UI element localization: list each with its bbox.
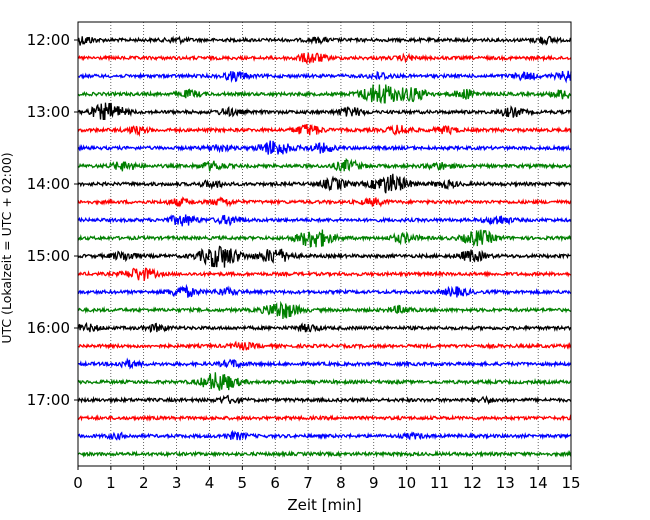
x-tick-label: 11 xyxy=(430,474,449,492)
traces xyxy=(77,35,572,459)
x-tick-label: 6 xyxy=(270,474,280,492)
x-tick-label: 7 xyxy=(303,474,313,492)
x-tick-label: 9 xyxy=(369,474,379,492)
trace-1345 xyxy=(77,157,572,172)
trace-1530 xyxy=(77,283,572,298)
x-tick-label: 14 xyxy=(529,474,548,492)
trace-1715 xyxy=(77,414,572,422)
trace-1400 xyxy=(77,173,572,194)
x-tick-label: 15 xyxy=(561,474,580,492)
y-axis: 12:00 13:00 14:00 15:00 16:00 17:00 xyxy=(27,31,78,409)
trace-1745 xyxy=(77,449,572,459)
y-tick-label: 16:00 xyxy=(27,319,70,337)
trace-1330 xyxy=(77,140,572,155)
plot-frame xyxy=(77,21,572,467)
trace-1245 xyxy=(77,84,572,105)
y-tick-label: 14:00 xyxy=(27,175,70,193)
x-tick-label: 10 xyxy=(397,474,416,492)
trace-1415 xyxy=(77,196,572,208)
x-tick-label: 1 xyxy=(106,474,116,492)
trace-1700 xyxy=(77,394,572,406)
trace-1430 xyxy=(77,214,572,227)
y-tick-label: 13:00 xyxy=(27,103,70,121)
trace-1645 xyxy=(77,372,572,391)
trace-1500 xyxy=(77,245,572,268)
trace-1515 xyxy=(77,267,572,282)
x-tick-label: 12 xyxy=(463,474,482,492)
trace-1630 xyxy=(77,357,572,370)
y-tick-label: 15:00 xyxy=(27,247,70,265)
x-tick-label: 13 xyxy=(496,474,515,492)
trace-1600 xyxy=(77,321,572,333)
x-tick-label: 5 xyxy=(238,474,248,492)
grid-lines xyxy=(110,22,539,466)
trace-1315 xyxy=(77,123,572,137)
trace-1200 xyxy=(77,35,572,46)
y-tick-label: 17:00 xyxy=(27,391,70,409)
trace-1230 xyxy=(77,70,572,84)
x-tick-label: 8 xyxy=(336,474,346,492)
x-tick-label: 4 xyxy=(205,474,215,492)
trace-1445 xyxy=(77,229,572,248)
x-tick-label: 2 xyxy=(139,474,149,492)
x-tick-label: 3 xyxy=(172,474,182,492)
x-tick-label: 0 xyxy=(73,474,83,492)
trace-1615 xyxy=(77,340,572,351)
trace-1730 xyxy=(77,429,572,441)
x-axis-label: Zeit [min] xyxy=(287,496,361,514)
trace-1215 xyxy=(77,52,572,66)
y-tick-label: 12:00 xyxy=(27,31,70,49)
x-axis: 0 1 2 3 4 5 6 7 8 9 10 11 12 13 14 15 xyxy=(73,466,581,492)
trace-1300 xyxy=(77,102,572,121)
y-axis-label: UTC (Lokalzeit = UTC + 02:00) xyxy=(0,152,14,343)
trace-1545 xyxy=(78,300,572,320)
